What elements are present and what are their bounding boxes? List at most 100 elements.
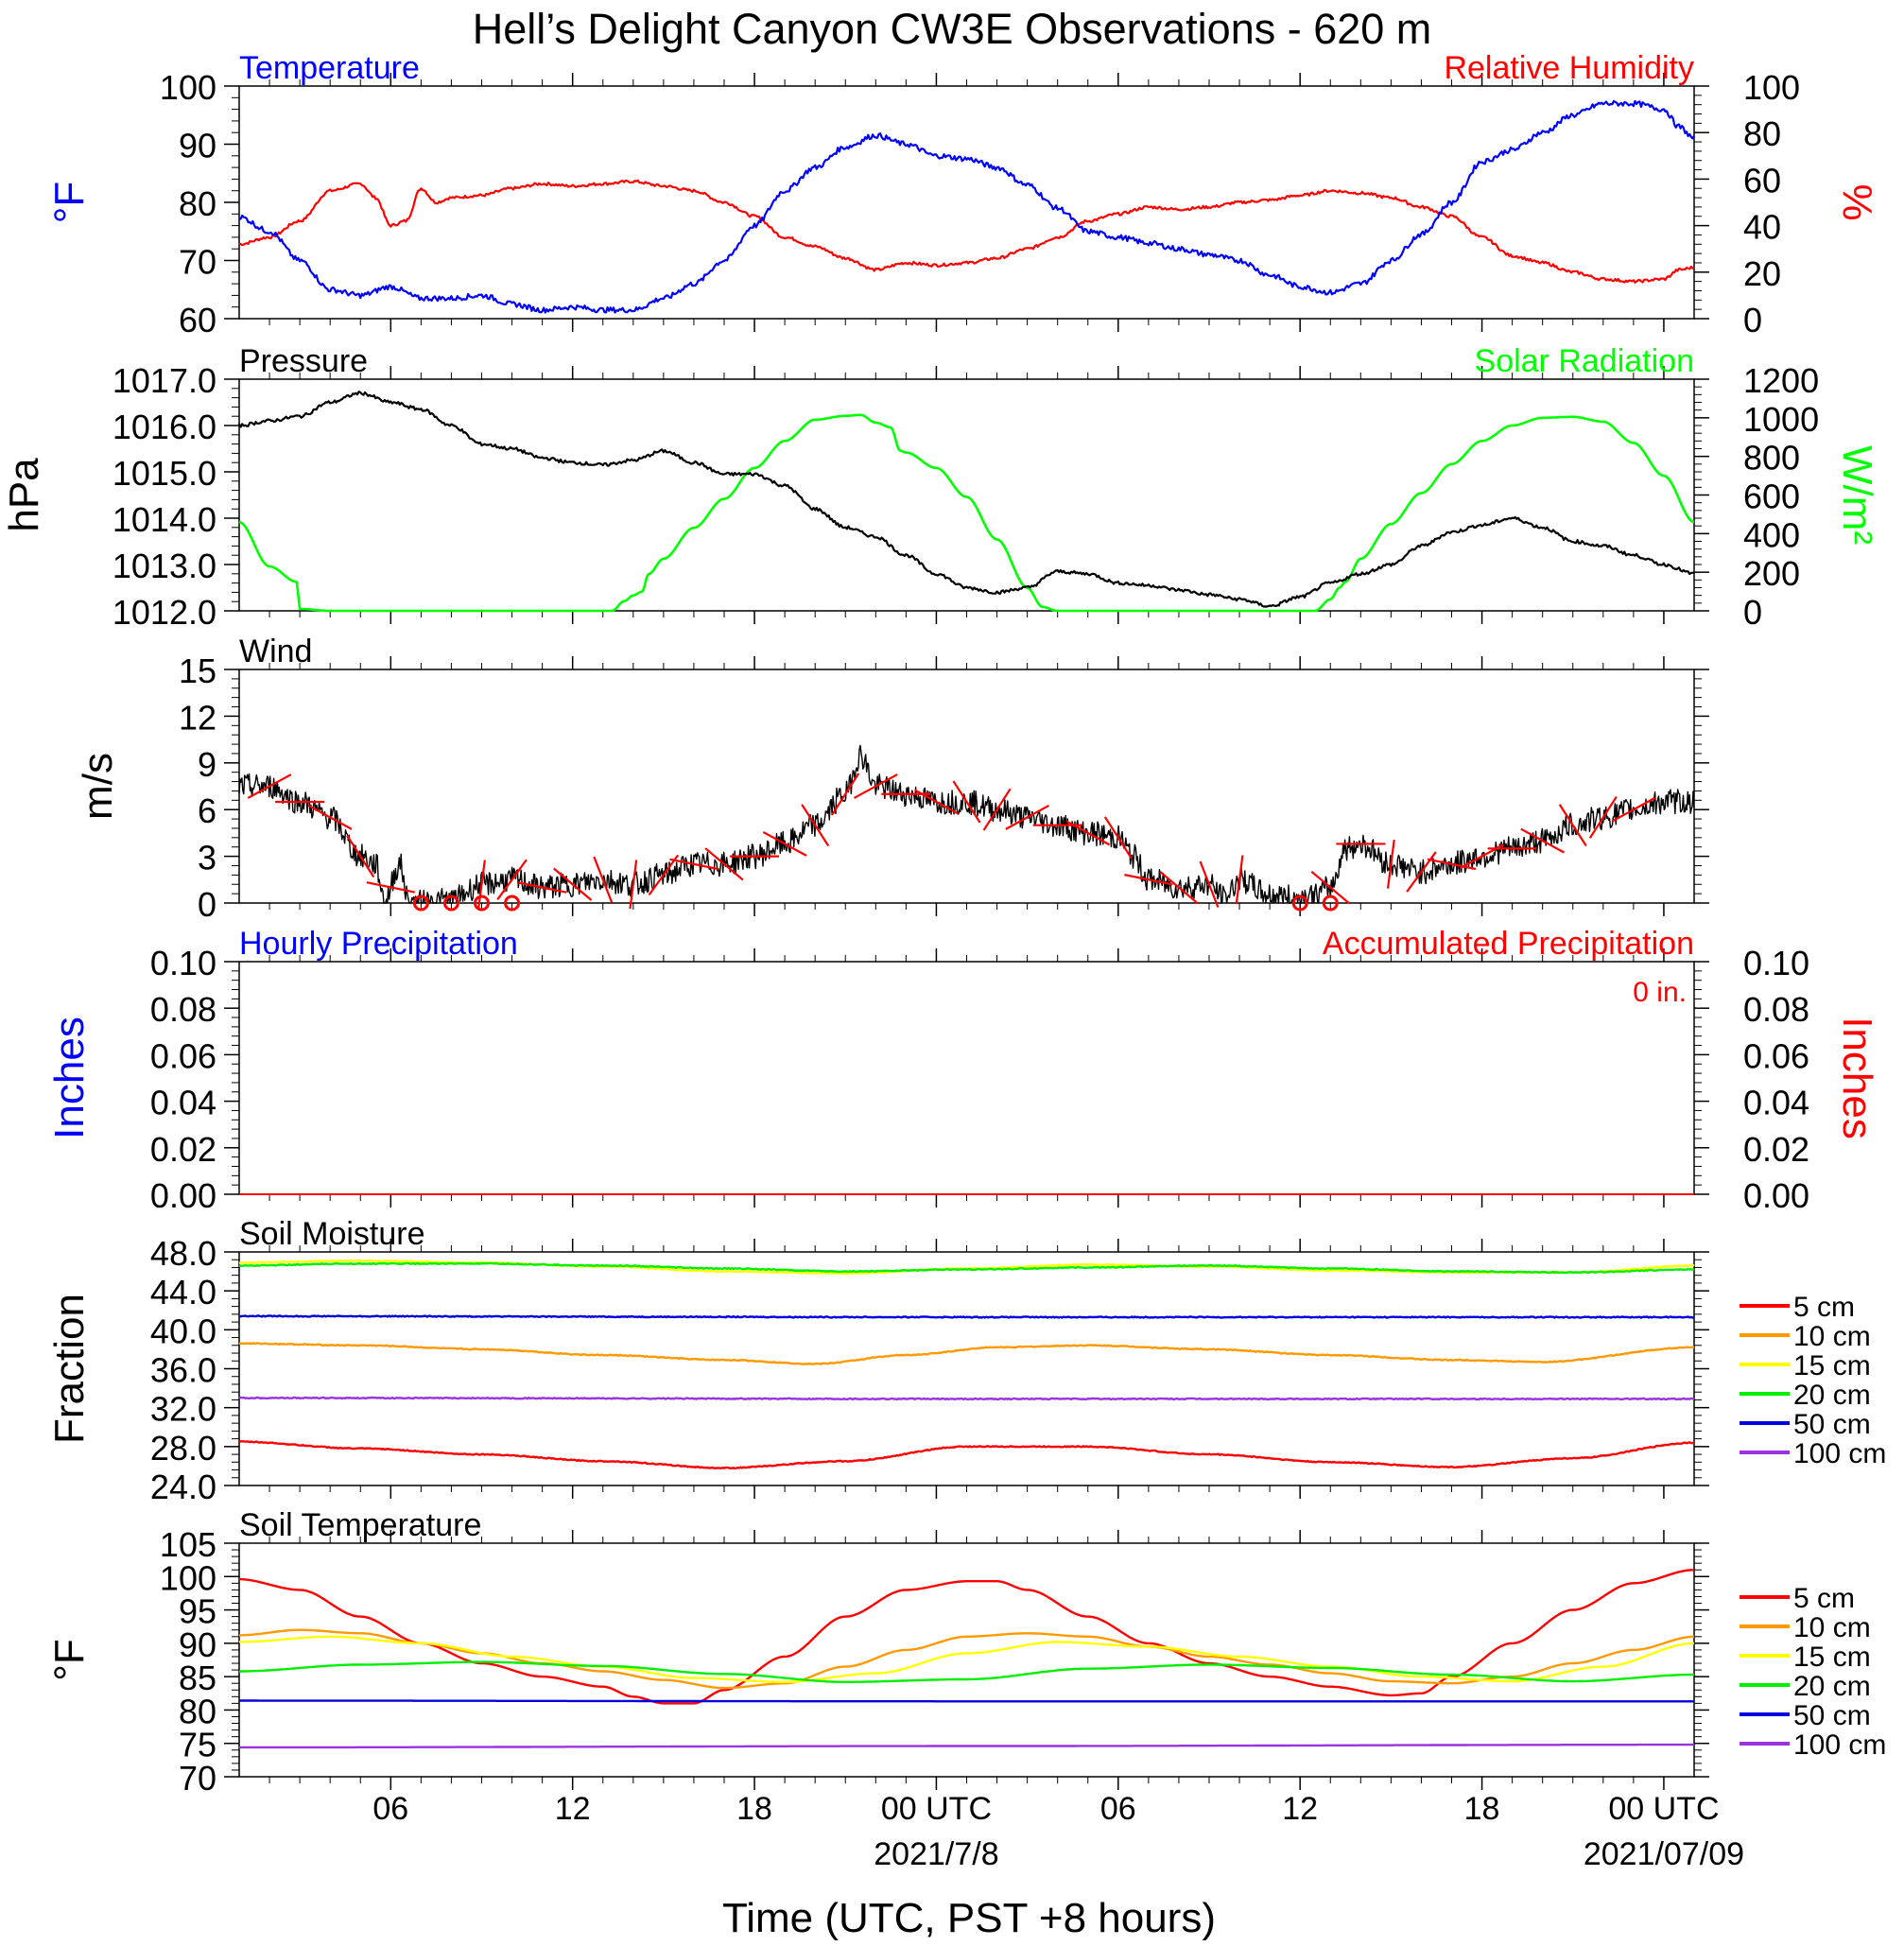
y-tick-label: 24.0 bbox=[150, 1468, 216, 1506]
wind-barb bbox=[307, 805, 353, 830]
y-tick-label: 0.02 bbox=[150, 1130, 216, 1169]
y-tick-label: 32.0 bbox=[150, 1390, 216, 1429]
soil-moisture-line-10cm bbox=[238, 1342, 1695, 1365]
wind-barb bbox=[704, 847, 744, 881]
legend-label: 50 cm bbox=[1793, 1700, 1871, 1731]
legend-label: 50 cm bbox=[1793, 1409, 1871, 1440]
calm-wind-marker bbox=[504, 895, 521, 912]
y-right-tick-label: 1200 bbox=[1743, 361, 1819, 400]
x-tick-label: 18 bbox=[736, 1791, 772, 1827]
y-right-tick-label: 0.06 bbox=[1743, 1036, 1809, 1075]
wind-barb bbox=[1124, 874, 1173, 886]
legend-label: 10 cm bbox=[1793, 1612, 1871, 1643]
wind-barb bbox=[477, 860, 486, 910]
wind-barb bbox=[553, 867, 593, 901]
x-date-label: 2021/07/09 bbox=[1584, 1836, 1744, 1872]
wind-barb bbox=[1558, 804, 1587, 847]
y-right-tick-label: 80 bbox=[1743, 114, 1781, 153]
y-right-tick-label: 200 bbox=[1743, 554, 1800, 593]
wind-barb bbox=[831, 773, 860, 816]
x-tick-label: 00 UTC bbox=[881, 1791, 992, 1827]
soil-temperature-line-100cm bbox=[239, 1743, 1694, 1749]
y-tick-label: 60 bbox=[179, 301, 216, 339]
wind-barb bbox=[1235, 855, 1244, 905]
plot-frame bbox=[238, 1251, 1695, 1486]
y-axis-unit-left: Fraction bbox=[46, 1294, 93, 1444]
y-tick-label: 1012.0 bbox=[113, 593, 216, 632]
soil-temperature-line-15cm bbox=[239, 1635, 1694, 1683]
wind-barb bbox=[669, 858, 718, 871]
y-tick-label: 85 bbox=[179, 1659, 216, 1697]
soil-moisture-line-20cm bbox=[238, 1261, 1695, 1275]
y-tick-label: 100 bbox=[160, 68, 216, 107]
soil-moisture-line-5cm bbox=[238, 1440, 1695, 1470]
y-right-tick-label: 400 bbox=[1743, 515, 1800, 554]
legend-label: 20 cm bbox=[1793, 1380, 1871, 1411]
x-tick-label: 06 bbox=[372, 1791, 408, 1827]
wind-barb bbox=[496, 859, 528, 900]
plot-frame bbox=[238, 378, 1695, 612]
y-right-tick-label: 60 bbox=[1743, 161, 1781, 200]
plot-frame bbox=[238, 1542, 1695, 1778]
y-right-tick-label: 0.02 bbox=[1743, 1130, 1809, 1169]
legend-label: 10 cm bbox=[1793, 1321, 1871, 1352]
y-axis-unit-right: Inches bbox=[1834, 1016, 1880, 1139]
y-tick-label: 1017.0 bbox=[113, 361, 216, 400]
soil-temperature-line-5cm bbox=[239, 1569, 1695, 1705]
legend-label: 15 cm bbox=[1793, 1350, 1871, 1381]
y-axis-unit-left: °F bbox=[46, 1639, 93, 1680]
calm-wind-marker bbox=[474, 895, 490, 912]
y-tick-label: 1013.0 bbox=[113, 547, 216, 585]
wind-barb bbox=[1199, 860, 1220, 908]
wind-barb bbox=[517, 881, 567, 894]
wind-speed-line bbox=[238, 744, 1695, 904]
legend-label: 5 cm bbox=[1793, 1583, 1855, 1614]
y-tick-label: 0.04 bbox=[150, 1084, 216, 1122]
panel-title-left: Soil Moisture bbox=[239, 1216, 425, 1252]
wind-barb bbox=[1406, 851, 1437, 893]
panel-title-left: Pressure bbox=[239, 343, 368, 379]
soil-moisture-line-100cm bbox=[238, 1396, 1695, 1401]
solar-radiation-line bbox=[238, 413, 1695, 613]
y-tick-label: 48.0 bbox=[150, 1234, 216, 1273]
y-tick-label: 12 bbox=[179, 698, 216, 737]
y-right-tick-label: 1000 bbox=[1743, 400, 1819, 439]
y-tick-label: 80 bbox=[179, 184, 216, 223]
wind-barb bbox=[1520, 827, 1566, 854]
y-right-tick-label: 100 bbox=[1743, 68, 1800, 107]
y-tick-label: 15 bbox=[179, 652, 216, 690]
calm-wind-marker bbox=[412, 895, 429, 912]
y-tick-label: 44.0 bbox=[150, 1273, 216, 1312]
wind-barb bbox=[982, 788, 1012, 831]
plot-frame bbox=[238, 85, 1695, 320]
panel-title-left: Temperature bbox=[239, 50, 420, 86]
wind-barb bbox=[1065, 820, 1111, 846]
wind-barb bbox=[1310, 870, 1350, 905]
wind-barb bbox=[1386, 839, 1395, 889]
chart-title: Hell’s Delight Canyon CW3E Observations … bbox=[473, 5, 1432, 53]
y-axis-unit-right: W/m² bbox=[1834, 445, 1880, 545]
panel-title-right: Accumulated Precipitation bbox=[1323, 926, 1694, 962]
y-tick-label: 28.0 bbox=[150, 1429, 216, 1468]
y-tick-label: 40.0 bbox=[150, 1312, 216, 1350]
x-tick-label: 12 bbox=[1282, 1791, 1318, 1827]
soil_moisture-panel: 24.028.032.036.040.044.048.0 Soil Moistur… bbox=[46, 1216, 1886, 1506]
y-right-tick-label: 0.10 bbox=[1743, 944, 1809, 982]
panel-title-right: Relative Humidity bbox=[1444, 50, 1694, 86]
y-axis-unit-left: m/s bbox=[75, 753, 121, 820]
legend-label: 100 cm bbox=[1793, 1438, 1886, 1469]
x-tick-label: 18 bbox=[1464, 1791, 1500, 1827]
panel-title-left: Soil Temperature bbox=[239, 1507, 481, 1543]
plot-frame bbox=[238, 961, 1695, 1195]
x-axis-title: Time (UTC, PST +8 hours) bbox=[722, 1895, 1216, 1941]
y-tick-label: 80 bbox=[179, 1692, 216, 1730]
wind-barb bbox=[629, 860, 638, 910]
x-tick-label: 12 bbox=[555, 1791, 591, 1827]
soil-temperature-line-20cm bbox=[239, 1660, 1694, 1683]
x-axis: 06 12 18 00 UTC 2021/7/8 06 12 18 00 UTC 2021/07/… bbox=[372, 1791, 1744, 1872]
y-tick-label: 0.06 bbox=[150, 1036, 216, 1075]
y-tick-label: 0.00 bbox=[150, 1176, 216, 1215]
calm-wind-marker bbox=[1291, 895, 1308, 912]
wind-panel: 0 3 6 9 12 15 Wind m/s bbox=[75, 634, 1709, 924]
